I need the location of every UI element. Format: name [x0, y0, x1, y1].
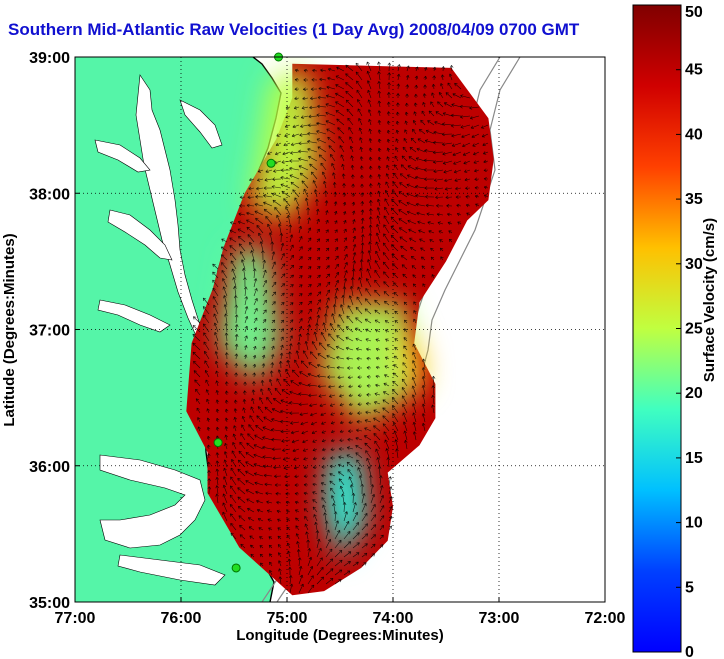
colorbar: 0 5 10 15 20 25 30 35 40 45 50 Surface Velocity (c…: [632, 4, 718, 659]
y-axis: 35:00 36:00 37:00 38:00 39:00: [29, 50, 80, 612]
x-tick-label: 77:00: [55, 610, 96, 627]
colorbar-scale: [632, 4, 682, 653]
y-tick-label: 39:00: [29, 50, 70, 67]
x-axis: 77:00 76:00 75:00 74:00 73:00 72:00: [55, 597, 626, 627]
colorbar-tick-label: 5: [685, 579, 694, 596]
y-axis-label: Latitude (Degrees:Minutes): [1, 233, 18, 426]
colorbar-tick-label: 15: [685, 450, 703, 467]
colorbar-tick-label: 45: [685, 62, 703, 79]
colorbar-tick-label: 10: [685, 515, 703, 532]
radar-station-4: [231, 563, 241, 573]
colorbar-ticks: 0 5 10 15 20 25 30 35 40 45 50: [676, 4, 703, 659]
x-tick-label: 74:00: [373, 610, 414, 627]
colorbar-tick-label: 40: [685, 126, 703, 143]
chart-title: Southern Mid-Atlantic Raw Velocities (1 …: [8, 20, 580, 39]
colorbar-tick-label: 35: [685, 191, 703, 208]
y-tick-label: 36:00: [29, 459, 70, 476]
x-axis-label: Longitude (Degrees:Minutes): [236, 627, 444, 644]
velocity-zone-hatteras-plume: [324, 452, 367, 562]
colorbar-tick-label: 25: [685, 321, 703, 338]
estuary-water: [94, 74, 226, 586]
x-tick-label: 73:00: [479, 610, 520, 627]
colorbar-tick-label: 30: [685, 256, 703, 273]
velocity-zone-outer-shelf-center: [318, 302, 425, 425]
radar-station-2: [266, 158, 276, 168]
velocity-arrows: [192, 61, 489, 594]
y-tick-label: 38:00: [29, 186, 70, 203]
colorbar-tick-label: 20: [685, 385, 703, 402]
colorbar-tick-label: 0: [685, 644, 694, 659]
grid-lines: [75, 57, 605, 602]
colorbar-tick-label: 50: [685, 4, 703, 21]
y-tick-label: 35:00: [29, 595, 70, 612]
velocity-zone-eastern-front: [398, 329, 425, 384]
arrow-vectors: [192, 61, 489, 594]
x-tick-label: 75:00: [267, 610, 308, 627]
y-tick-label: 37:00: [29, 323, 70, 340]
colorbar-label: Surface Velocity (cm/s): [701, 218, 718, 382]
x-tick-label: 76:00: [161, 610, 202, 627]
radar-station-3: [213, 438, 223, 448]
x-tick-label: 72:00: [585, 610, 626, 627]
